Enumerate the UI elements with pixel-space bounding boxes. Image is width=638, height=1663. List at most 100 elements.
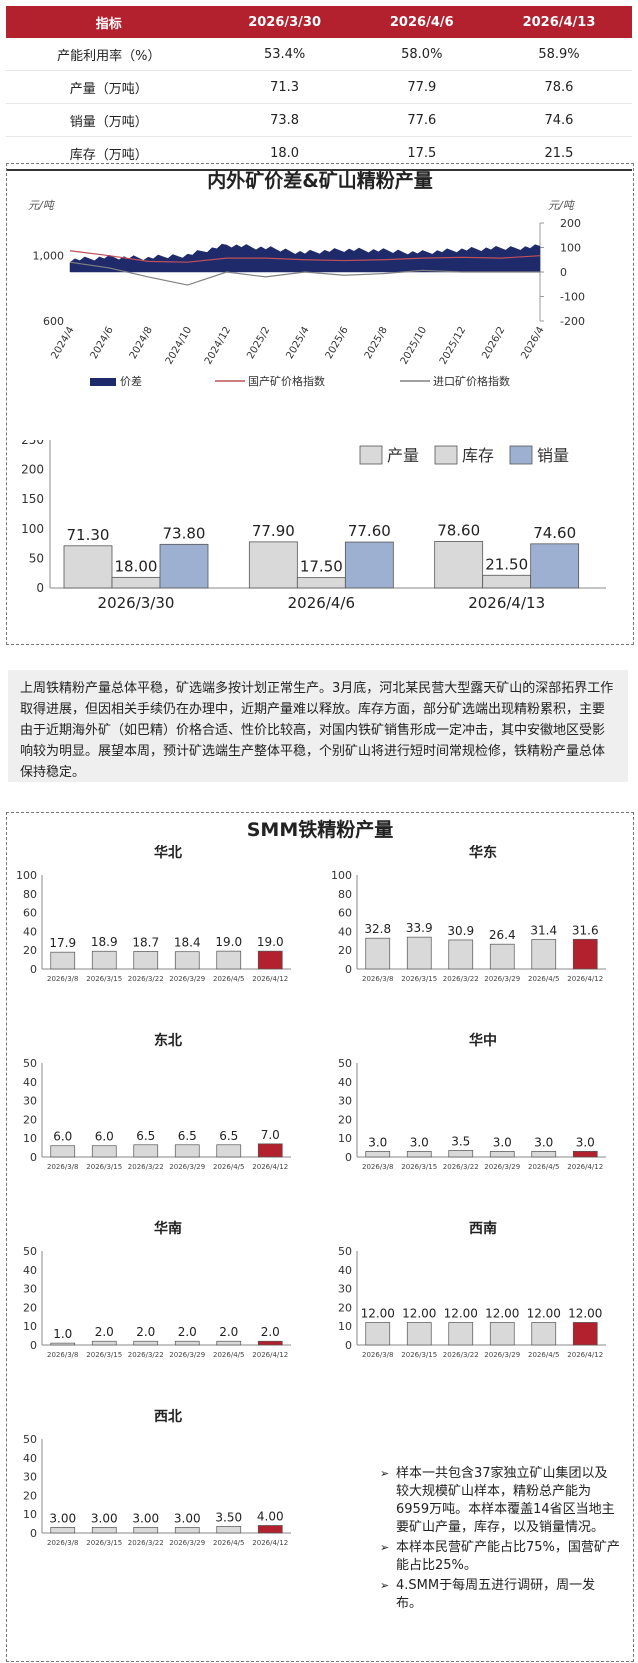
bar xyxy=(344,541,394,589)
y-tick-label: 60 xyxy=(338,907,352,920)
table-header-cell: 2026/4/13 xyxy=(485,6,632,38)
x-tick-label: 2026/3/22 xyxy=(128,1351,164,1359)
bar xyxy=(572,1151,598,1158)
bar xyxy=(63,545,113,589)
data-label: 17.50 xyxy=(300,558,343,576)
x-tick-label: 2026/3/15 xyxy=(86,1163,122,1171)
y-tick-label: 200 xyxy=(21,463,44,477)
x-tick-label: 2024/8 xyxy=(128,325,155,361)
table-header-cell: 指标 xyxy=(6,6,212,38)
x-tick-label: 2026/4/12 xyxy=(567,1163,603,1171)
x-tick-label: 2025/8 xyxy=(363,325,390,361)
region-title: 华北 xyxy=(154,845,182,861)
data-label: 3.5 xyxy=(451,1134,470,1148)
bar xyxy=(489,1322,515,1346)
data-label: 6.5 xyxy=(136,1129,155,1143)
table-header-cell: 2026/4/6 xyxy=(357,6,486,38)
x-tick-label: 2026/3/29 xyxy=(169,975,205,983)
data-label: 12.00 xyxy=(361,1306,395,1320)
regional-production-panel: SMM铁精粉产量 xyxy=(6,812,634,1662)
legend-label: 进口矿价格指数 xyxy=(433,374,510,388)
y-tick-label: 30 xyxy=(23,1095,37,1108)
data-label: 78.60 xyxy=(437,521,480,539)
y-tick-label: 20 xyxy=(23,1489,37,1502)
data-label: 3.0 xyxy=(493,1135,512,1149)
data-label: 2.0 xyxy=(219,1325,238,1339)
data-label: 74.60 xyxy=(533,524,576,542)
data-label: 33.9 xyxy=(406,921,433,935)
arrow-icon: ➢ xyxy=(380,1467,390,1480)
data-label: 18.00 xyxy=(115,557,158,575)
data-label: 3.0 xyxy=(368,1135,387,1149)
y-tick-label: 50 xyxy=(338,1057,352,1070)
data-label: 2.0 xyxy=(95,1325,114,1339)
x-tick-label: 2026/3/15 xyxy=(86,1539,122,1547)
table-row: 产能利用率（%） 53.4% 58.0% 58.9% xyxy=(6,38,632,71)
data-label: 19.0 xyxy=(257,935,284,949)
y-right-tick-label: 200 xyxy=(560,217,581,230)
bar xyxy=(531,1322,557,1346)
legend-swatch xyxy=(359,445,383,465)
y-tick-label: 40 xyxy=(23,1264,37,1277)
bar xyxy=(174,1527,200,1534)
x-tick-label: 2026/3/22 xyxy=(443,1351,479,1359)
bar xyxy=(174,1340,200,1346)
data-label: 30.9 xyxy=(447,924,474,938)
table-cell: 53.4% xyxy=(211,38,358,71)
y-tick-label: 0 xyxy=(345,1151,352,1164)
y-tick-label: 20 xyxy=(23,1301,37,1314)
x-tick-label: 2026/4/5 xyxy=(213,1539,244,1547)
table-header-cell: 2026/3/30 xyxy=(211,6,358,38)
bar xyxy=(91,1527,117,1534)
x-tick-label: 2026/3/29 xyxy=(169,1351,205,1359)
price-production-panel: 内外矿价差&矿山精粉产量 xyxy=(6,163,634,645)
bar xyxy=(50,1342,76,1346)
y-left-tick-label: 600 xyxy=(43,315,64,328)
x-tick-label: 2026/3/30 xyxy=(98,594,175,612)
data-label: 31.6 xyxy=(572,923,599,937)
arrow-icon: ➢ xyxy=(380,1541,390,1554)
bar xyxy=(531,939,557,970)
x-tick-label: 2026/3/29 xyxy=(169,1539,205,1547)
data-label: 12.00 xyxy=(527,1306,561,1320)
table-cell: 58.0% xyxy=(357,38,486,71)
bar xyxy=(50,951,76,970)
y-tick-label: 0 xyxy=(30,1151,37,1164)
x-tick-label: 2024/12 xyxy=(203,325,233,366)
y-tick-label: 10 xyxy=(23,1320,37,1333)
table-cell: 77.6 xyxy=(357,103,486,137)
bar xyxy=(448,939,474,970)
y-right-unit: 元/吨 xyxy=(548,199,576,212)
y-tick-label: 50 xyxy=(23,1057,37,1070)
table-cell: 17.5 xyxy=(357,136,486,171)
x-tick-label: 2026/4/12 xyxy=(567,1351,603,1359)
x-tick-label: 2026/3/22 xyxy=(443,1163,479,1171)
data-label: 26.4 xyxy=(489,928,516,942)
y-tick-label: 10 xyxy=(338,1132,352,1145)
x-tick-label: 2026/3/22 xyxy=(128,975,164,983)
data-label: 3.00 xyxy=(174,1511,201,1525)
data-label: 19.0 xyxy=(215,935,242,949)
legend-label: 价差 xyxy=(120,374,142,388)
y-tick-label: 80 xyxy=(23,888,37,901)
bar xyxy=(133,1144,159,1158)
y-tick-label: 250 xyxy=(21,440,44,447)
y-tick-label: 0 xyxy=(345,963,352,976)
bar xyxy=(489,943,515,970)
bar xyxy=(365,1151,391,1158)
y-tick-label: 80 xyxy=(338,888,352,901)
data-label: 6.5 xyxy=(178,1129,197,1143)
regional-bar-charts: 华北02040608010017.92026/3/818.92026/3/151… xyxy=(16,845,606,1547)
x-tick-label: 2026/4/12 xyxy=(252,1539,288,1547)
y-right-tick-label: 0 xyxy=(560,266,567,279)
data-label: 3.0 xyxy=(410,1135,429,1149)
data-label: 12.00 xyxy=(444,1306,478,1320)
x-tick-label: 2026/3/22 xyxy=(128,1163,164,1171)
y-tick-label: 10 xyxy=(338,1320,352,1333)
bar xyxy=(174,1144,200,1158)
data-label: 31.4 xyxy=(530,923,557,937)
bar xyxy=(489,1151,515,1158)
data-label: 32.8 xyxy=(364,922,391,936)
bar xyxy=(91,1340,117,1346)
table-cell: 销量（万吨） xyxy=(6,103,212,137)
